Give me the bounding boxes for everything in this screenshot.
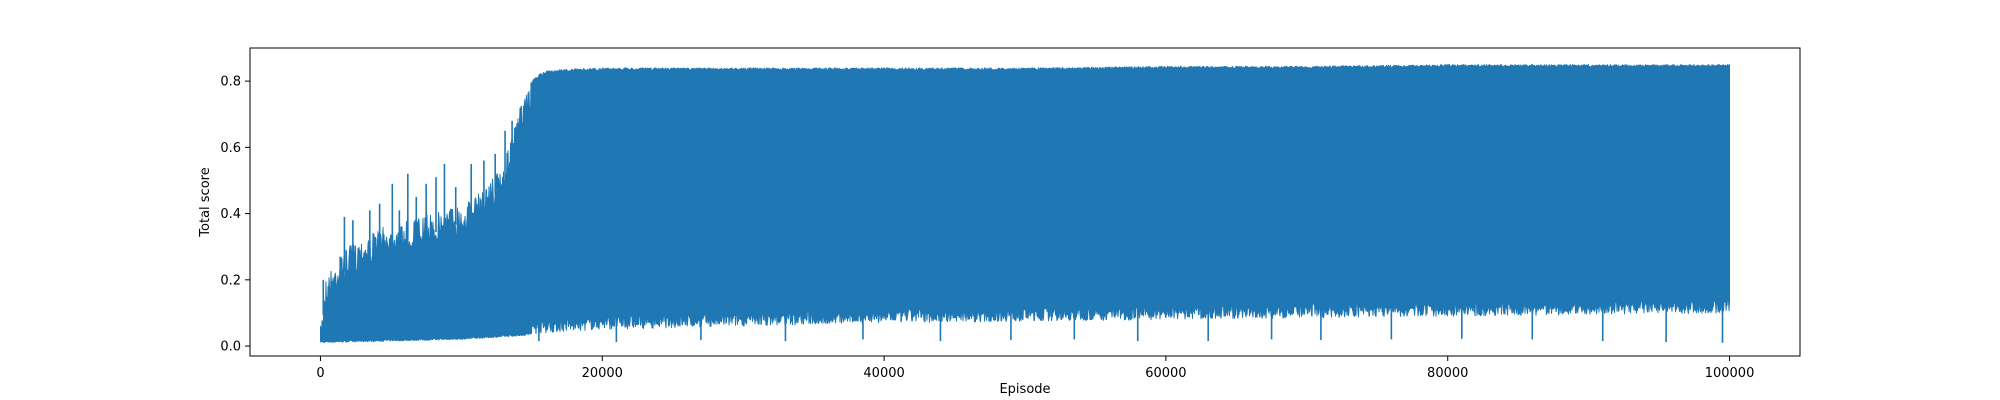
x-axis-label: Episode <box>999 382 1050 397</box>
y-axis: 0.0 0.2 0.4 0.6 0.8 <box>220 75 250 355</box>
plot-frame <box>249 47 1801 357</box>
x-tick-label: 100000 <box>1705 366 1755 381</box>
x-tick-label: 60000 <box>1145 366 1186 381</box>
y-tick-label: 0.2 <box>220 273 241 288</box>
series-line <box>320 64 1730 344</box>
x-tick-label: 40000 <box>863 366 904 381</box>
y-tick-label: 0.4 <box>220 207 241 222</box>
y-tick-label: 0.8 <box>220 75 241 90</box>
x-tick-label: 20000 <box>582 366 623 381</box>
series-layer <box>320 64 1730 344</box>
y-tick-label: 0.6 <box>220 141 241 156</box>
y-tick-label: 0.0 <box>220 340 241 355</box>
x-tick-label: 80000 <box>1427 366 1468 381</box>
y-axis-label: Total score <box>198 167 213 237</box>
x-axis: 0 20000 40000 60000 80000 100000 <box>316 356 1754 381</box>
x-tick-label: 0 <box>316 366 324 381</box>
